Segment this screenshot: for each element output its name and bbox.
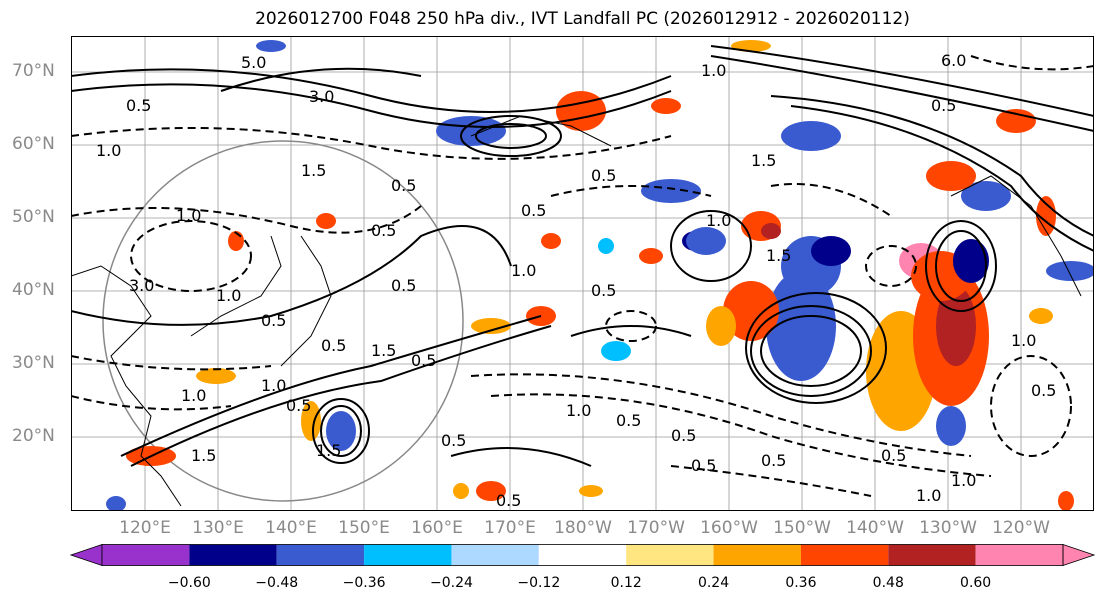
divergence-shading: [106, 40, 1094, 511]
colorbar-cell: [538, 544, 627, 566]
colorbar-cell: [451, 544, 539, 566]
colorbar-tick-label: −0.48: [255, 575, 299, 591]
contour-label: 0.5: [391, 276, 416, 295]
lon-label: 150°E: [338, 518, 390, 538]
contour-label: 1.0: [951, 471, 976, 490]
contour-label: 1.0: [566, 401, 591, 420]
lon-label: 140°W: [846, 518, 904, 538]
contour-label: 0.5: [691, 456, 716, 475]
contour-label: 1.0: [181, 386, 206, 405]
contour-label: 0.5: [521, 201, 546, 220]
lon-label: 160°W: [700, 518, 758, 538]
contour-label: 0.5: [591, 166, 616, 185]
colorbar-tick-label: 0.48: [872, 575, 904, 591]
colorbar-tick-label: −0.36: [342, 575, 386, 591]
map-panel: 5.0 3.0 0.5 1.0 1.5 0.5 3.0 1.0 0.5 1.0 …: [71, 36, 1094, 511]
contour-label: 1.5: [191, 446, 216, 465]
colorbar-tick-label: −0.60: [167, 575, 211, 591]
colorbar-outline: [101, 544, 1064, 566]
colorbar: [70, 544, 1095, 566]
colorbar-cell: [276, 544, 365, 566]
lat-label: 20°N: [12, 426, 55, 446]
lon-label: 180°W: [554, 518, 612, 538]
solid-contours: [71, 45, 1094, 467]
contour-label: 0.5: [126, 96, 151, 115]
colorbar-cell: [800, 544, 889, 566]
lon-label: 170°W: [627, 518, 685, 538]
lon-label: 130°W: [919, 518, 977, 538]
colorbar-cell: [975, 544, 1063, 566]
contour-label: 0.5: [671, 426, 696, 445]
contour-label: 3.0: [129, 276, 154, 295]
contour-label: 1.5: [766, 246, 791, 265]
contour-label: 0.5: [391, 176, 416, 195]
contour-label: 1.0: [261, 376, 286, 395]
chart-title: 2026012700 F048 250 hPa div., IVT Landfa…: [255, 9, 910, 29]
map-svg: 5.0 3.0 0.5 1.0 1.5 0.5 3.0 1.0 0.5 1.0 …: [71, 36, 1094, 511]
contour-label: 1.5: [316, 441, 341, 460]
contour-label: 1.0: [96, 141, 121, 160]
lat-label: 70°N: [12, 61, 55, 81]
colorbar-tick-label: 0.24: [697, 575, 730, 591]
lon-label: 120°E: [119, 518, 171, 538]
lat-label: 60°N: [12, 134, 55, 154]
lon-label: 130°E: [192, 518, 244, 538]
contour-label: 0.5: [321, 336, 346, 355]
lon-label: 120°W: [992, 518, 1050, 538]
contour-label: 0.5: [761, 451, 786, 470]
contour-label: 0.5: [1031, 381, 1056, 400]
lon-label: 160°E: [411, 518, 463, 538]
lat-label: 30°N: [12, 353, 55, 373]
contour-label: 1.5: [371, 341, 396, 360]
contour-labels: 5.0 3.0 0.5 1.0 1.5 0.5 3.0 1.0 0.5 1.0 …: [96, 51, 1056, 510]
contour-label: 1.0: [216, 286, 241, 305]
contour-label: 0.5: [616, 411, 641, 430]
lon-label: 140°E: [265, 518, 317, 538]
contour-label: 0.5: [261, 311, 286, 330]
colorbar-extend-max: [1062, 544, 1095, 566]
contour-label: 0.5: [441, 431, 466, 450]
contour-label: 1.5: [301, 161, 326, 180]
contour-label: 0.5: [286, 396, 311, 415]
colorbar-extend-min: [70, 544, 103, 566]
lon-label: 170°E: [484, 518, 536, 538]
contour-label: 0.5: [591, 281, 616, 300]
lon-label: 150°W: [773, 518, 831, 538]
region-circle: [102, 140, 464, 502]
contour-label: 6.0: [941, 51, 966, 70]
colorbar-cell: [189, 544, 277, 566]
contour-label: 1.0: [916, 486, 941, 505]
contour-label: 1.0: [176, 206, 201, 225]
colorbar-tick-label: 0.60: [960, 575, 992, 591]
colorbar-tick-label: −0.24: [430, 575, 473, 591]
colorbar-tick-label: 0.12: [610, 575, 642, 591]
contour-label: 1.0: [701, 61, 726, 80]
colorbar-cell: [102, 544, 190, 566]
contour-label: 5.0: [241, 53, 266, 72]
contour-label: 0.5: [931, 96, 956, 115]
contour-label: 0.5: [411, 351, 436, 370]
contour-label: 0.5: [881, 446, 906, 465]
contour-label: 1.0: [511, 261, 536, 280]
lat-label: 40°N: [12, 280, 55, 300]
contour-label: 1.0: [1011, 331, 1036, 350]
contour-label: 1.5: [751, 151, 776, 170]
contour-label: 1.0: [706, 211, 731, 230]
colorbar-cell: [364, 544, 452, 566]
colorbar-tick-label: −0.12: [517, 575, 561, 591]
colorbar-tick-label: 0.36: [785, 575, 817, 591]
contour-label: 0.5: [371, 221, 396, 240]
colorbar-cell: [713, 544, 801, 566]
lat-label: 50°N: [12, 207, 55, 227]
colorbar-cell: [888, 544, 976, 566]
dashed-contours: [71, 55, 1094, 497]
colorbar-cell: [626, 544, 714, 566]
contour-label: 0.5: [496, 491, 521, 510]
contour-label: 3.0: [309, 87, 334, 106]
